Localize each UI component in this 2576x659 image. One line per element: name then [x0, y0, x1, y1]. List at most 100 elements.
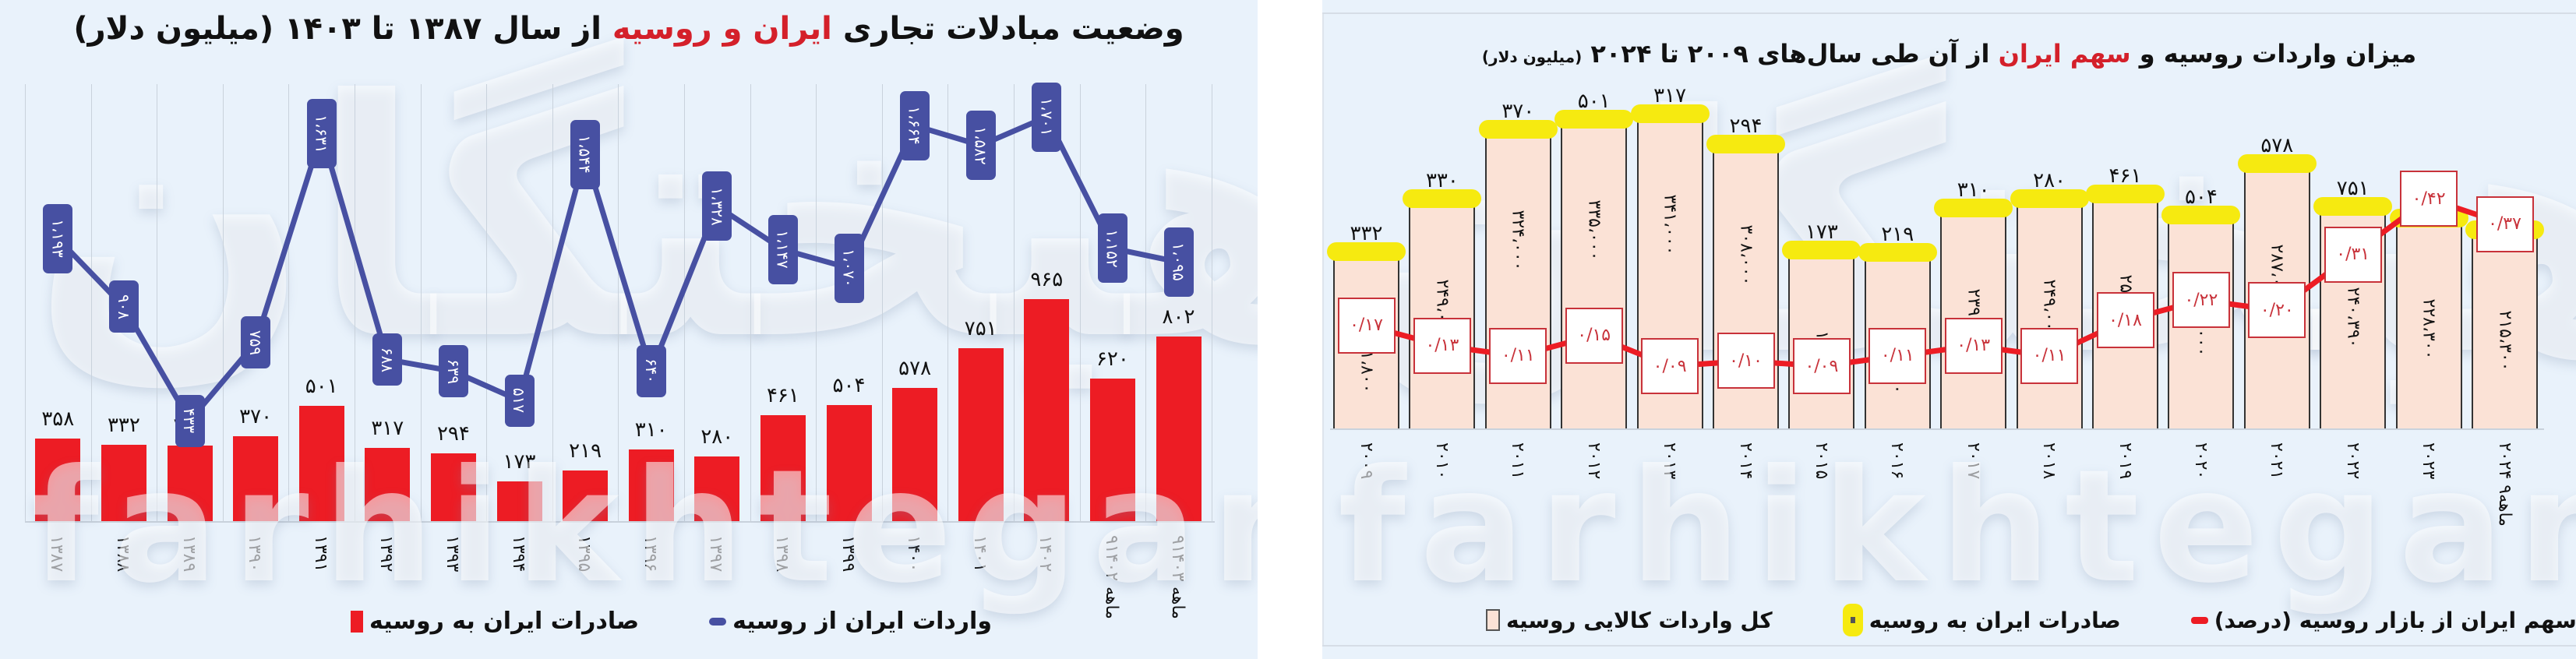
export-bar [694, 456, 740, 521]
exports-cap [1858, 242, 1937, 262]
share-value-box: ۰/۳۷ [2475, 196, 2534, 252]
russia-imports-share-chart: فرهیختگان میزان واردات روسیه و سهم ایران… [1322, 0, 2576, 659]
total-imports-column [2016, 198, 2083, 428]
share-value-box: ۰/۱۰ [1717, 333, 1775, 389]
x-axis-baseline [25, 521, 1215, 523]
import-value-label: ۷۵۹ [246, 330, 266, 355]
export-value-label: ۷۵۱ [964, 317, 997, 341]
export-value-label: ۱۷۳ [503, 449, 536, 474]
import-value-box: ۱،۱۹۳ [43, 203, 73, 273]
panel-border [1322, 14, 1324, 647]
import-value-box: ۱،۶۳۱ [306, 99, 337, 169]
import-value-box: ۱،۵۴۴ [570, 119, 601, 189]
top-strip [1322, 0, 2576, 14]
legend-item-total: کل واردات کالایی روسیه [1486, 608, 1773, 633]
import-value-box: ۹۰۸ [108, 280, 139, 333]
exports-cap [1478, 120, 1558, 139]
legend-total-label: کل واردات کالایی روسیه [1506, 607, 1773, 633]
import-value-label: ۱،۵۴۴ [576, 135, 595, 174]
import-value-label: ۱،۶۳۱ [312, 114, 331, 153]
total-imports-column [2395, 217, 2462, 428]
export-value-label: ۲۹۴ [436, 422, 470, 446]
export-value-label: ۲۱۹ [569, 439, 602, 463]
title-part-1: وضعیت مبادلات تجاری [831, 11, 1184, 47]
title-part-2: از آن طی سال‌های ۲۰۰۹ تا ۲۰۲۴ [1582, 39, 1999, 69]
import-value-label: ۱،۶۶۴ [905, 106, 925, 146]
title-unit: (میلیون دلار) [1481, 48, 1583, 66]
gridline [816, 84, 817, 521]
exports-value-label: ۴۶۱ [2108, 164, 2142, 189]
share-value-box: ۰/۱۱ [2020, 327, 2079, 384]
exports-cap [2313, 197, 2393, 217]
share-value-box: ۰/۰۹ [1641, 338, 1699, 394]
gridline [684, 84, 685, 521]
export-bar [1156, 337, 1202, 521]
gridline [618, 84, 619, 521]
import-value-box: ۴۳۳ [175, 394, 205, 447]
legend: سهم ایران از بازار روسیه (درصد) صادرات ا… [1416, 604, 2576, 636]
share-line-swatch-icon [2190, 616, 2208, 624]
exports-cap [1934, 198, 2013, 217]
chart-title: میزان واردات روسیه و سهم ایران از آن طی … [1322, 39, 2576, 69]
exports-cap [1554, 110, 1634, 129]
export-bar [563, 470, 609, 521]
legend-exports-label: صادرات ایران به روسیه [369, 608, 640, 635]
exports-cap [1630, 104, 1710, 123]
gridline [947, 84, 949, 521]
chart-title: وضعیت مبادلات تجاری ایران و روسیه از سال… [0, 11, 1258, 47]
import-value-box: ۱،۳۲۸ [702, 171, 732, 241]
export-bar [958, 348, 1004, 521]
export-value-label: ۵۰۱ [305, 375, 338, 399]
exports-cap [1327, 241, 1406, 261]
export-bar [233, 435, 279, 521]
exports-value-label: ۲۱۹ [1881, 222, 1914, 246]
export-bar [826, 405, 872, 521]
export-bar [1024, 299, 1070, 521]
gridline [222, 84, 224, 521]
exports-cap [2010, 189, 2089, 208]
share-value-box: ۰/۱۱ [1489, 327, 1547, 384]
gridline [1014, 84, 1015, 521]
export-value-label: ۵۰۴ [832, 374, 866, 398]
import-value-box: ۱،۰۹۵ [1163, 227, 1194, 297]
legend-imports-label: واردات ایران از روسیه [732, 608, 992, 635]
export-value-label: ۸۰۲ [1162, 305, 1195, 330]
gridline [486, 84, 488, 521]
import-value-label: ۹۰۸ [114, 294, 133, 320]
title-highlight: سهم ایران [1998, 39, 2131, 69]
export-bar [430, 453, 476, 521]
export-bar [892, 388, 938, 521]
export-bar [1089, 378, 1135, 521]
import-value-box: ۱،۵۸۲ [965, 111, 996, 181]
exports-value-label: ۵۰۴ [2184, 185, 2218, 210]
import-value-box: ۶۴۰ [636, 344, 666, 397]
export-bar [628, 449, 674, 521]
gridline [420, 84, 422, 521]
exports-cap [1782, 241, 1861, 260]
exports-value-label: ۱۷۳ [1805, 220, 1838, 245]
share-value-box: ۰/۱۸ [2096, 292, 2154, 349]
gridline [552, 84, 553, 521]
import-value-label: ۱،۳۲۸ [708, 187, 727, 226]
import-value-box: ۶۳۹ [438, 345, 468, 398]
import-value-box: ۶۸۸ [372, 333, 403, 386]
x-axis-baseline [1330, 428, 2545, 430]
gridline [750, 84, 751, 521]
gridline [1079, 84, 1081, 521]
export-value-label: ۳۳۲ [107, 413, 140, 437]
share-value-box: ۰/۱۳ [1413, 317, 1471, 374]
gridline [25, 84, 26, 521]
import-value-label: ۱،۵۸۲ [971, 125, 990, 165]
legend-item-exports: صادرات ایران به روسیه [351, 608, 639, 635]
gridline [881, 84, 883, 521]
import-value-box: ۱،۶۶۴ [900, 90, 930, 160]
import-value-box: ۵۱۷ [504, 374, 535, 427]
total-imports-column [1561, 119, 1628, 428]
exports-value-label: ۲۹۴ [1729, 115, 1763, 139]
exports-cap [2086, 185, 2165, 204]
total-imports-swatch-icon [1486, 609, 1500, 631]
export-value-label: ۹۶۵ [1030, 268, 1064, 291]
import-value-label: ۱،۰۹۵ [1169, 242, 1188, 282]
share-value-box: ۰/۳۱ [2324, 226, 2382, 283]
legend-exports-label: صادرات ایران به روسیه [1868, 607, 2121, 633]
